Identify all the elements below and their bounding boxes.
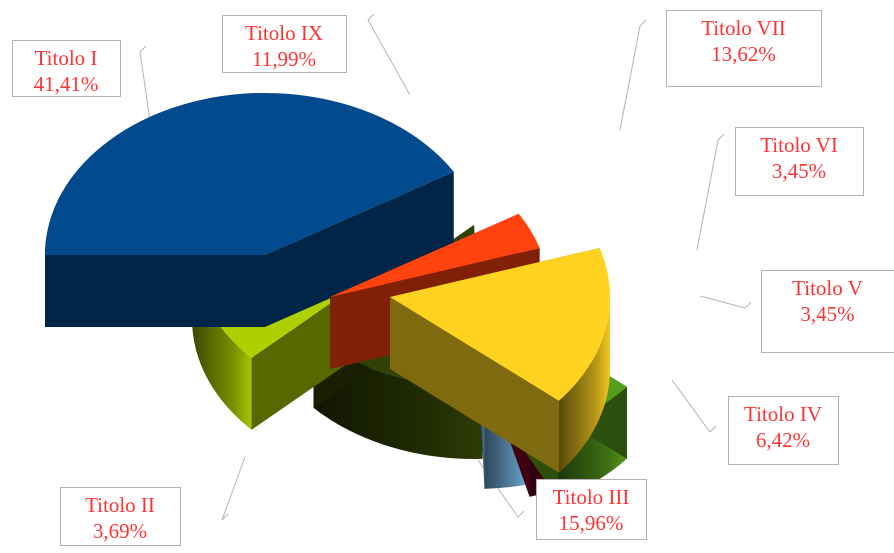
value-label: 41,41% <box>34 72 99 96</box>
data-label-box <box>728 396 839 465</box>
data-label-box <box>60 487 181 546</box>
category-label: Titolo I <box>35 46 98 70</box>
data-label-box <box>666 10 822 87</box>
slice-1 <box>45 93 454 327</box>
value-label: 3,45% <box>800 302 854 326</box>
data-label-box <box>536 479 647 540</box>
data-label-5: Titolo V3,45% <box>761 270 894 353</box>
data-label-box <box>222 15 347 73</box>
leader-line-2 <box>221 456 246 521</box>
data-label-6: Titolo VI3,45% <box>735 127 864 196</box>
category-label: Titolo IV <box>744 402 822 426</box>
leader-line-5 <box>699 295 752 309</box>
category-label: Titolo III <box>553 485 630 509</box>
value-label: 6,42% <box>756 428 810 452</box>
value-label: 3,45% <box>772 159 826 183</box>
data-label-1: Titolo I41,41% <box>12 40 121 97</box>
value-label: 13,62% <box>711 42 776 66</box>
category-label: Titolo II <box>85 493 155 517</box>
category-label: Titolo IX <box>245 21 323 45</box>
leader-line-8 <box>367 13 411 96</box>
slice-labels: Titolo I41,41% Titolo II3,69% Titolo III15… <box>12 10 894 546</box>
data-label-2: Titolo II3,69% <box>60 487 181 546</box>
value-label: 3,69% <box>93 519 147 543</box>
data-label-box <box>735 127 864 196</box>
category-label: Titolo VII <box>701 16 786 40</box>
category-label: Titolo V <box>792 276 863 300</box>
leader-line-6 <box>696 133 725 251</box>
category-label: Titolo VI <box>760 133 838 157</box>
leader-line-7 <box>619 19 647 131</box>
value-label: 11,99% <box>252 47 316 71</box>
leader-line-4 <box>671 379 717 433</box>
data-label-4: Titolo IV6,42% <box>728 396 839 465</box>
slice-3 <box>390 247 610 473</box>
data-label-box <box>12 40 121 97</box>
value-label: 15,96% <box>559 511 624 535</box>
data-label-box <box>761 270 894 353</box>
pie-slices <box>45 93 627 500</box>
